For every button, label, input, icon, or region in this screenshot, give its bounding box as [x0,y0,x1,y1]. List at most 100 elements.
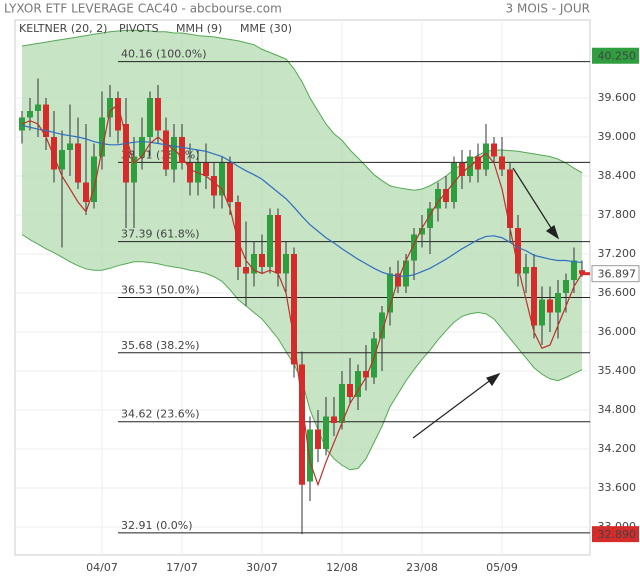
price-badge [592,526,639,543]
candle-body [67,143,73,150]
arrow [412,378,493,439]
pivot-label: 37.39 (61.8%) [121,228,200,241]
x-tick-label: 23/08 [406,561,438,574]
y-tick-label: 37.800 [598,208,637,221]
x-tick-label: 12/08 [326,561,358,574]
candle-body [435,188,441,209]
arrow-head [486,372,501,387]
candle-body [547,299,553,313]
pivot-label: 34.62 (23.6%) [121,408,200,421]
candle-body [107,97,113,118]
candle-body [331,416,337,423]
candle-body [251,253,257,274]
candle-body [523,266,529,274]
legend-entry: MMH (9) [176,22,222,35]
period: 3 MOIS - JOUR [506,2,590,16]
candle-body [443,188,449,202]
y-tick-label: 39.600 [598,91,637,104]
candle-body [459,162,465,176]
y-tick-label: 36.600 [598,286,637,299]
candle-body [147,97,153,137]
x-tick-label: 05/09 [486,561,518,574]
candle-body [315,429,321,449]
legend: KELTNER (20, 2) PIVOTS MMH (9) MME (30) [19,22,292,35]
y-tick-label: 36.000 [598,325,637,338]
candle-body [571,260,577,280]
candle-body [155,97,161,131]
candle-body [379,312,385,339]
pivot-label: 32.91 (0.0%) [121,519,193,532]
candle-body [403,260,409,287]
candle-body [355,370,361,397]
legend-entry: MME (30) [240,22,292,35]
legend-entry: KELTNER (20, 2) [19,22,107,35]
candle-body [259,253,265,267]
candle-body [123,123,129,183]
candle-body [427,208,433,228]
candle-body [35,104,41,111]
candle-body [507,169,513,228]
x-tick-label: 30/07 [246,561,278,574]
candle-body [227,162,233,202]
annotation-arrows [412,167,560,439]
price-badge [591,265,640,283]
candle-body [131,156,137,183]
y-tick-label: 37.200 [598,247,637,260]
candle-body [515,227,521,274]
candle-body [115,97,121,131]
y-tick-label: 39.000 [598,130,637,143]
mmh-line [21,103,583,487]
lines [21,103,583,487]
candle-body [483,143,489,170]
candle-body [51,136,57,170]
price-badge-label: 32.890 [598,528,637,541]
x-tick-label: 17/07 [166,561,198,574]
candle-body [171,136,177,170]
candle-body [243,266,249,274]
candle-body [579,270,585,274]
candle-body [83,182,89,202]
candle-body [387,273,393,313]
candle-body [299,364,305,485]
candle-body [363,370,369,378]
candle-body [347,383,353,397]
arrow-head [545,225,560,240]
candle-body [419,227,425,235]
y-tick-label: 38.400 [598,169,637,182]
candle-body [27,110,33,118]
candle-body [75,143,81,183]
price-badge-label: 40.250 [598,50,637,63]
candle-body [555,292,561,313]
candle-body [563,279,569,293]
x-tick-label: 04/07 [86,561,118,574]
candle-body [323,416,329,449]
candle-body [339,383,345,423]
candle-body [219,162,225,196]
candle-body [291,253,297,365]
axes: 39.600 39.000 38.400 37.800 37.200 36.600 36.0… [86,47,640,574]
pivot-label: 35.68 (38.2%) [121,339,200,352]
candle-body [211,175,217,196]
price-badge [592,47,639,64]
candle-body [59,149,65,170]
candle-body [307,429,313,482]
pivot-label: 40.16 (100.0%) [121,48,207,61]
candle-body [203,162,209,176]
y-tick-label: 34.800 [598,403,637,416]
y-tick-label: 34.200 [598,442,637,455]
candle-body [475,156,481,170]
candle-body [43,104,49,137]
y-tick-label: 33.600 [598,481,637,494]
candle-body [235,201,241,267]
y-tick-label: 35.400 [598,364,637,377]
candle-body [531,266,537,326]
candle-body [267,214,273,267]
mme-line [21,124,583,277]
candle-body [275,214,281,274]
candle-body [179,136,185,163]
candle-body [499,156,505,170]
pivot-label: 36.53 (50.0%) [121,284,200,297]
candle-body [163,130,169,170]
candle-body [283,253,289,274]
